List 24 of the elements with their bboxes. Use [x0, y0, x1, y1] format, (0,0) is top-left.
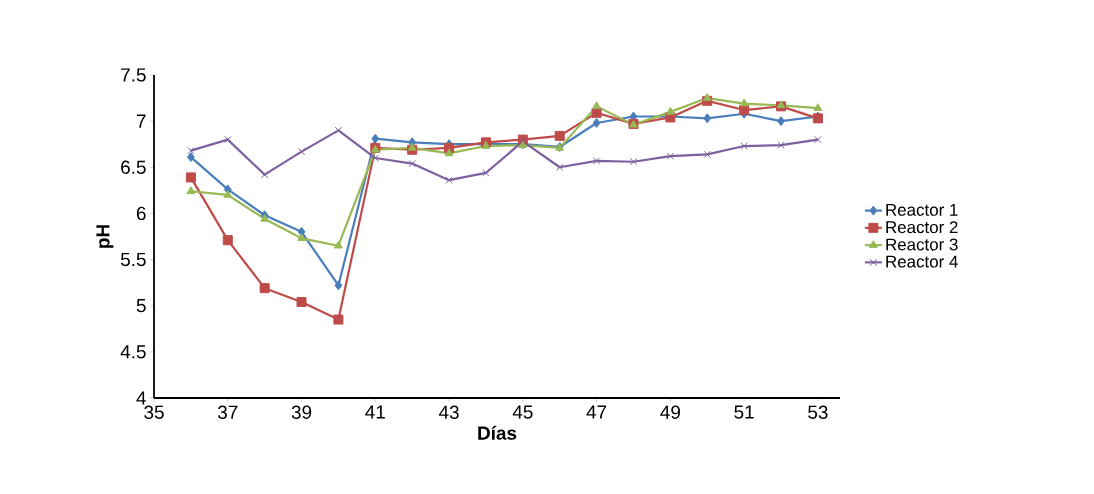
y-tick-label: 4: [136, 391, 146, 405]
y-tick-label: 4.5: [120, 345, 146, 359]
y-tick-label: 6.5: [121, 160, 146, 174]
x-tick-label: 39: [291, 405, 312, 419]
legend-label: Reactor 1: [886, 204, 958, 216]
y-axis-title: pH: [96, 225, 114, 248]
legend-label: Reactor 3: [886, 238, 958, 251]
y-tick-label: 6: [136, 206, 146, 221]
y-tick-label: 7: [136, 114, 146, 128]
x-tick-label: 49: [660, 405, 680, 419]
x-tick-label: 43: [438, 405, 459, 419]
x-tick-label: 35: [144, 405, 164, 419]
x-tick-label: 53: [808, 405, 828, 419]
x-tick-label: 47: [586, 405, 607, 419]
y-tick-label: 5.5: [120, 252, 146, 267]
y-tick-label: 7.5: [121, 68, 146, 82]
legend-label: Reactor 4: [886, 255, 958, 268]
legend-label: Reactor 2: [886, 221, 958, 234]
x-tick-label: 45: [512, 405, 533, 419]
y-tick-label: 5: [136, 299, 146, 313]
x-axis-title: Días: [478, 425, 517, 440]
x-tick-label: 37: [217, 405, 238, 419]
x-tick-label: 41: [365, 405, 385, 419]
x-tick-label: 51: [734, 405, 754, 419]
